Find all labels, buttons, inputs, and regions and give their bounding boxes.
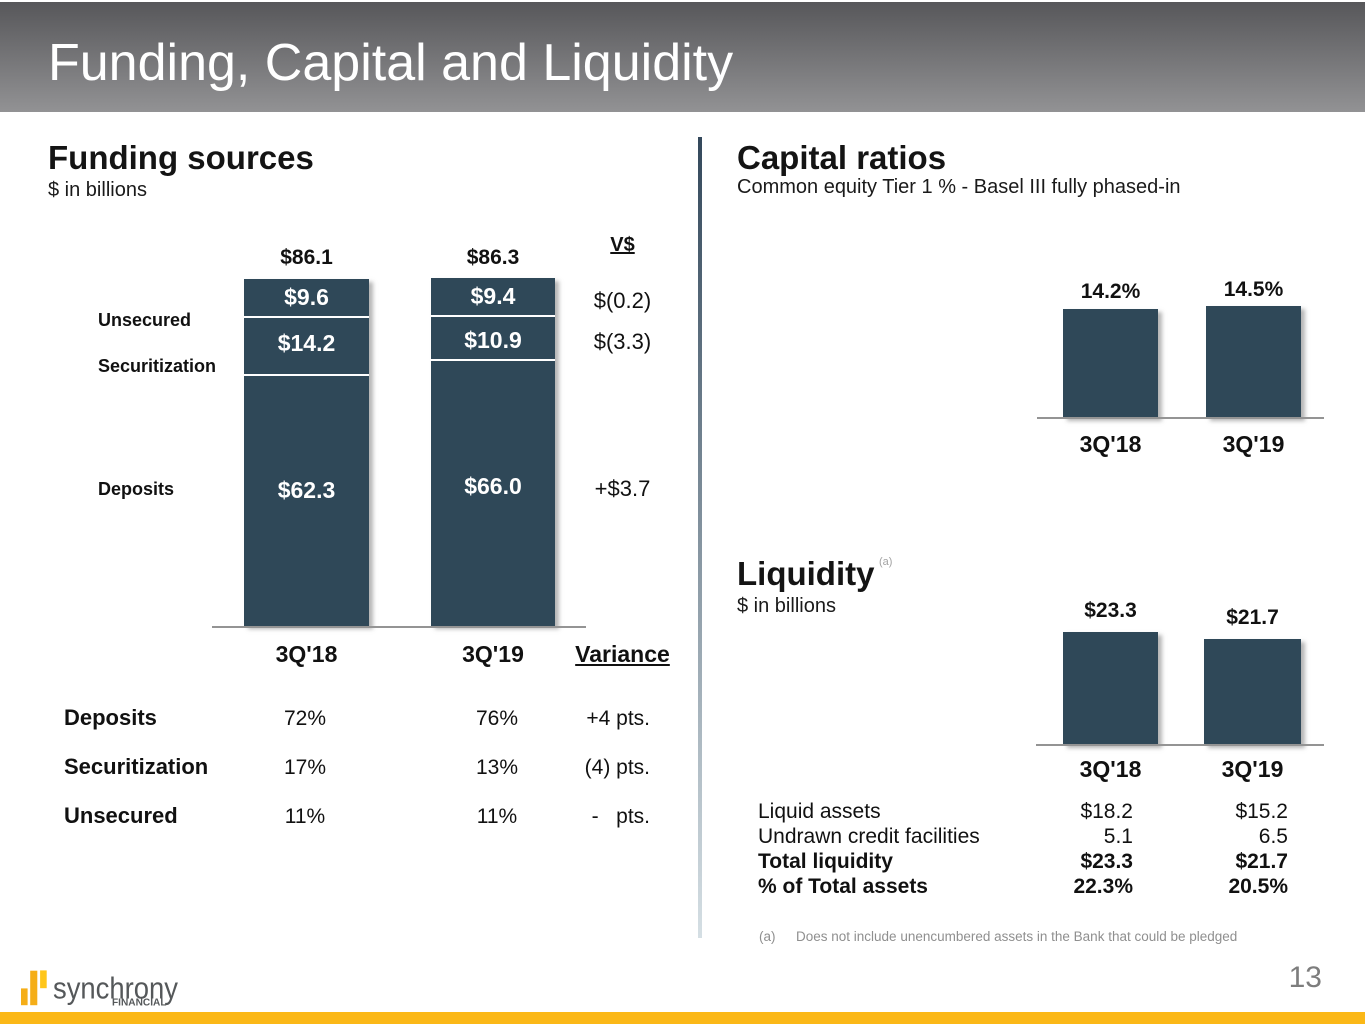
svg-text:synchrony: synchrony xyxy=(53,971,178,1006)
svg-text:FINANCIAL: FINANCIAL xyxy=(112,998,167,1009)
